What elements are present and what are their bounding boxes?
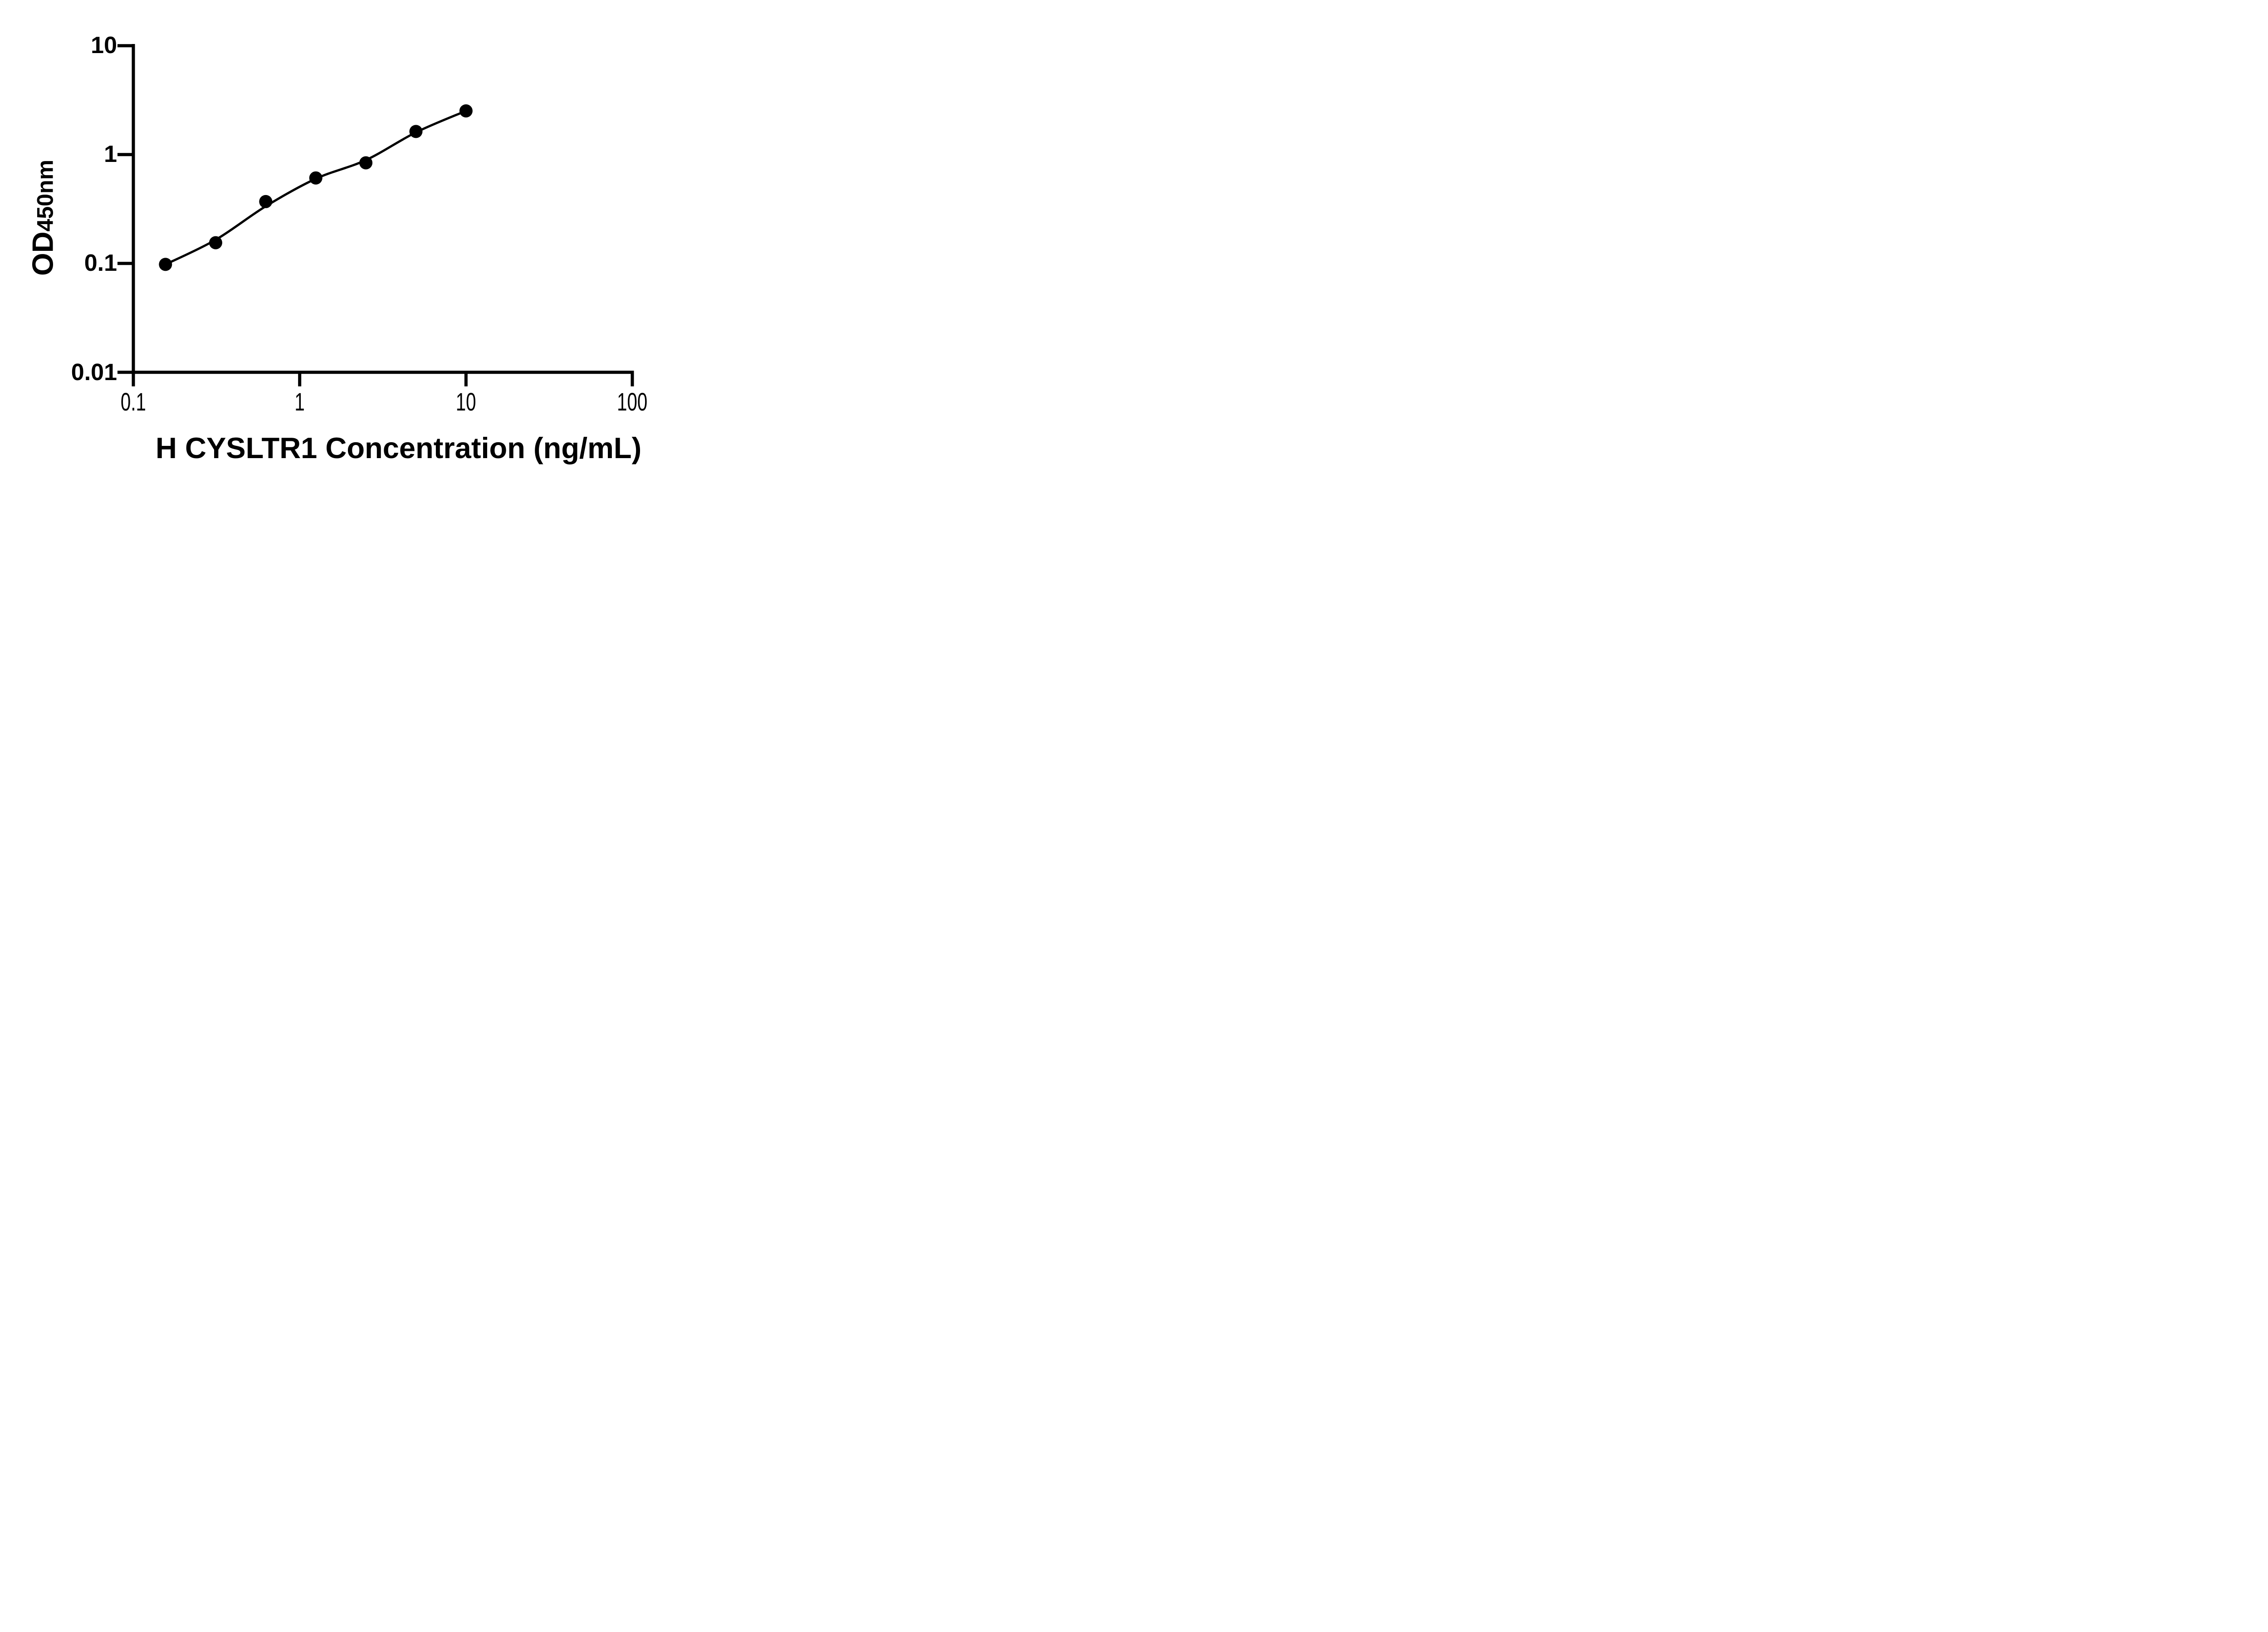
standard-curve-chart: 10 1 0.1 0.01 0.1 1 10 100 H CYSLTR1 Con… — [0, 0, 700, 490]
x-axis-title: H CYSLTR1 Concentration (ng/mL) — [156, 431, 642, 464]
data-point-marker — [459, 104, 473, 117]
x-tick-label-text: 10 — [455, 387, 476, 416]
y-tick-label-10: 10 — [91, 32, 117, 59]
y-tick-label-1: 1 — [104, 141, 117, 167]
x-tick-label-text: 100 — [617, 387, 648, 416]
data-point-marker — [259, 195, 273, 208]
data-point-marker — [159, 258, 172, 271]
x-tick-label-text: 0.1 — [120, 387, 147, 416]
x-tick-label-0.1: 0.1 — [88, 389, 179, 415]
y-axis-title: OD450nm — [26, 160, 60, 276]
data-point-marker — [409, 125, 423, 138]
y-tick-label-0.01: 0.01 — [71, 359, 117, 386]
data-point-marker — [359, 156, 373, 170]
x-tick-label-1: 1 — [254, 389, 345, 415]
x-tick-label-10: 10 — [420, 389, 511, 415]
y-tick-label-0.1: 0.1 — [84, 250, 117, 276]
data-point-marker — [309, 171, 323, 185]
x-tick-label-text: 1 — [294, 387, 305, 416]
y-axis-title-base: OD — [26, 231, 59, 276]
plot-area — [117, 44, 634, 386]
y-axis-title-subscript: 450nm — [32, 160, 58, 232]
x-tick-label-100: 100 — [587, 389, 678, 415]
data-point-marker — [209, 236, 222, 249]
